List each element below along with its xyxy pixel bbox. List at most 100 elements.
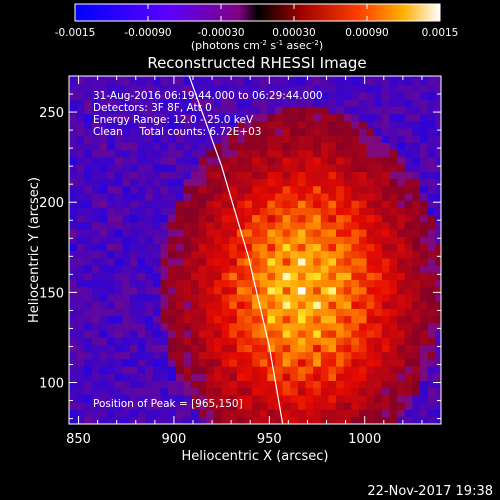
heatmap-pixel <box>374 380 383 389</box>
heatmap-pixel <box>267 344 276 353</box>
heatmap-pixel <box>374 128 383 136</box>
heatmap-pixel <box>99 409 108 418</box>
heatmap-pixel <box>122 294 131 302</box>
heatmap-pixel <box>198 157 207 165</box>
annotation-time-range: 31-Aug-2016 06:19:44.000 to 06:29:44.000 <box>93 90 323 102</box>
heatmap-pixel <box>198 142 207 151</box>
heatmap-pixel <box>343 380 352 389</box>
heatmap-pixel <box>305 121 314 129</box>
heatmap-pixel <box>107 207 116 216</box>
heatmap-pixel <box>282 121 291 129</box>
heatmap-pixel <box>351 142 360 151</box>
heatmap-pixel <box>221 330 230 338</box>
heatmap-pixel <box>244 286 253 295</box>
heatmap-pixel <box>343 128 352 136</box>
heatmap-pixel <box>99 214 108 223</box>
heatmap-pixel <box>69 85 77 93</box>
heatmap-pixel <box>130 344 138 353</box>
heatmap-pixel <box>366 286 375 295</box>
heatmap-pixel <box>267 272 276 281</box>
heatmap-pixel <box>168 272 177 281</box>
heatmap-pixel <box>313 135 322 144</box>
heatmap-pixel <box>145 308 154 317</box>
heatmap-pixel <box>336 157 345 165</box>
heatmap-pixel <box>69 77 77 86</box>
heatmap-pixel <box>91 272 100 281</box>
heatmap-pixel <box>145 387 154 396</box>
colorbar-tick-label: 0.0015 <box>422 27 459 39</box>
heatmap-pixel <box>145 229 154 237</box>
heatmap-pixel <box>381 380 390 389</box>
heatmap-pixel <box>191 366 200 374</box>
heatmap-pixel <box>99 135 108 144</box>
heatmap-pixel <box>435 330 441 338</box>
heatmap-pixel <box>198 185 207 194</box>
heatmap-pixel <box>183 301 192 309</box>
heatmap-pixel <box>427 402 436 410</box>
heatmap-pixel <box>206 178 215 187</box>
heatmap-pixel <box>99 337 108 345</box>
heatmap-pixel <box>76 373 85 382</box>
heatmap-pixel <box>183 337 192 345</box>
heatmap-pixel <box>221 200 230 208</box>
heatmap-pixel <box>297 380 306 389</box>
heatmap-pixel <box>198 380 207 389</box>
heatmap-pixel <box>168 308 177 317</box>
heatmap-pixel <box>343 265 352 273</box>
heatmap-pixel <box>435 250 441 259</box>
heatmap-pixel <box>328 286 337 295</box>
heatmap-pixel <box>328 330 337 338</box>
heatmap-pixel <box>107 92 116 100</box>
heatmap-pixel <box>259 200 268 208</box>
heatmap-pixel <box>213 402 222 410</box>
heatmap-pixel <box>107 222 116 230</box>
heatmap-pixel <box>130 149 138 158</box>
heatmap-pixel <box>168 265 177 273</box>
heatmap-pixel <box>404 164 413 172</box>
heatmap-pixel <box>275 207 283 216</box>
heatmap-pixel <box>320 315 329 324</box>
heatmap-pixel <box>412 128 421 136</box>
heatmap-pixel <box>198 387 207 396</box>
heatmap-pixel <box>229 308 238 317</box>
heatmap-pixel <box>252 373 261 382</box>
heatmap-pixel <box>358 92 367 100</box>
heatmap-pixel <box>397 308 406 317</box>
heatmap-pixel <box>114 142 123 151</box>
heatmap-pixel <box>130 366 138 374</box>
heatmap-pixel <box>252 387 261 396</box>
heatmap-pixel <box>236 185 245 194</box>
heatmap-pixel <box>290 279 299 288</box>
colorbar-tick-label: -0.0015 <box>55 27 96 39</box>
heatmap-pixel <box>191 185 200 194</box>
heatmap-pixel <box>412 236 421 244</box>
heatmap-pixel <box>282 272 291 281</box>
heatmap-pixel <box>397 185 406 194</box>
heatmap-pixel <box>389 149 398 158</box>
heatmap-pixel <box>343 178 352 187</box>
heatmap-pixel <box>336 92 345 100</box>
heatmap-pixel <box>297 207 306 216</box>
heatmap-pixel <box>397 214 406 223</box>
heatmap-pixel <box>69 99 77 107</box>
heatmap-pixel <box>351 236 360 244</box>
heatmap-pixel <box>427 229 436 237</box>
heatmap-pixel <box>244 250 253 259</box>
heatmap-pixel <box>221 106 230 115</box>
heatmap-pixel <box>69 214 77 223</box>
heatmap-pixel <box>275 250 283 259</box>
heatmap-pixel <box>404 258 413 266</box>
heatmap-pixel <box>198 229 207 237</box>
heatmap-pixel <box>152 250 161 259</box>
heatmap-pixel <box>137 323 146 331</box>
heatmap-pixel <box>206 380 215 389</box>
heatmap-pixel <box>259 229 268 237</box>
heatmap-pixel <box>145 207 154 216</box>
heatmap-pixel <box>343 113 352 122</box>
heatmap-pixel <box>358 301 367 309</box>
heatmap-pixel <box>152 236 161 244</box>
heatmap-pixel <box>175 207 184 216</box>
heatmap-pixel <box>244 323 253 331</box>
heatmap-pixel <box>420 214 428 223</box>
heatmap-pixel <box>229 92 238 100</box>
